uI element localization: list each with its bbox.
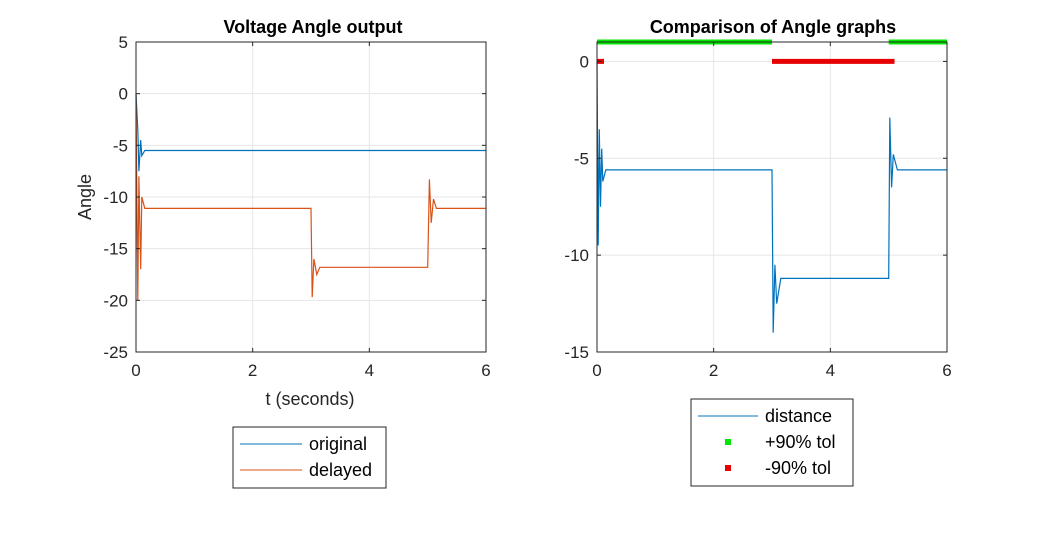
right-chart-legend-label-minus-tol: -90% tol: [765, 458, 831, 478]
left-chart-legend-box: [232, 426, 387, 489]
series-delayed-line: [135, 93, 486, 301]
right-chart-legend: distance +90% tol -90% tol: [690, 398, 854, 487]
left-chart-y-ticks: 5 0 -5 -10 -15 -20 -25: [103, 33, 128, 362]
y-tick-label: 0: [119, 85, 128, 104]
left-chart: Voltage Angle output 0 2 4 6 5 0 -5 -10 -15 -20 -…: [75, 17, 491, 489]
right-chart-title: Comparison of Angle graphs: [650, 17, 896, 37]
x-tick-label: 6: [481, 361, 490, 380]
left-chart-legend-label-original: original: [309, 434, 367, 454]
axes-frame: [135, 41, 487, 353]
y-tick-label: 5: [119, 33, 128, 52]
y-tick-label: -15: [564, 343, 589, 362]
axes-frame: [596, 41, 948, 353]
left-chart-title: Voltage Angle output: [224, 17, 403, 37]
left-chart-x-axis-label: t (seconds): [265, 389, 354, 409]
x-tick-label: 6: [942, 361, 951, 380]
left-chart-y-axis-label: Angle: [75, 174, 95, 220]
y-tick-label: -20: [103, 291, 128, 310]
right-chart-legend-swatch-minus-tol: [725, 465, 731, 471]
x-tick-label: 4: [365, 361, 374, 380]
right-chart-legend-swatch-plus-tol: [725, 439, 731, 445]
right-chart-y-ticks: 0 -5 -10 -15: [564, 52, 589, 362]
left-chart-legend-label-delayed: delayed: [309, 460, 372, 480]
y-tick-label: -15: [103, 240, 128, 259]
y-tick-label: -25: [103, 343, 128, 362]
x-tick-label: 0: [131, 361, 140, 380]
series-distance-line: [596, 61, 947, 333]
left-chart-axes: [135, 41, 487, 353]
left-chart-plot-area: [135, 93, 486, 301]
right-chart: Comparison of Angle graphs 0 2 4 6 0 -5 -10 -1…: [564, 17, 952, 487]
y-tick-label: -5: [113, 136, 128, 155]
right-chart-legend-label-plus-tol: +90% tol: [765, 432, 836, 452]
right-chart-legend-box: [690, 398, 854, 487]
x-tick-label: 4: [826, 361, 835, 380]
x-tick-label: 0: [592, 361, 601, 380]
right-chart-legend-label-distance: distance: [765, 406, 832, 426]
left-chart-x-ticks: 0 2 4 6: [131, 361, 490, 380]
y-tick-label: -10: [103, 188, 128, 207]
right-chart-x-ticks: 0 2 4 6: [592, 361, 951, 380]
right-chart-axes: [596, 41, 948, 353]
x-tick-label: 2: [709, 361, 718, 380]
series-original-line: [135, 93, 486, 172]
y-tick-label: 0: [580, 52, 589, 71]
left-chart-legend: original delayed: [232, 426, 387, 489]
x-tick-label: 2: [248, 361, 257, 380]
left-chart-grid: [135, 41, 487, 353]
y-tick-label: -5: [574, 149, 589, 168]
y-tick-label: -10: [564, 246, 589, 265]
